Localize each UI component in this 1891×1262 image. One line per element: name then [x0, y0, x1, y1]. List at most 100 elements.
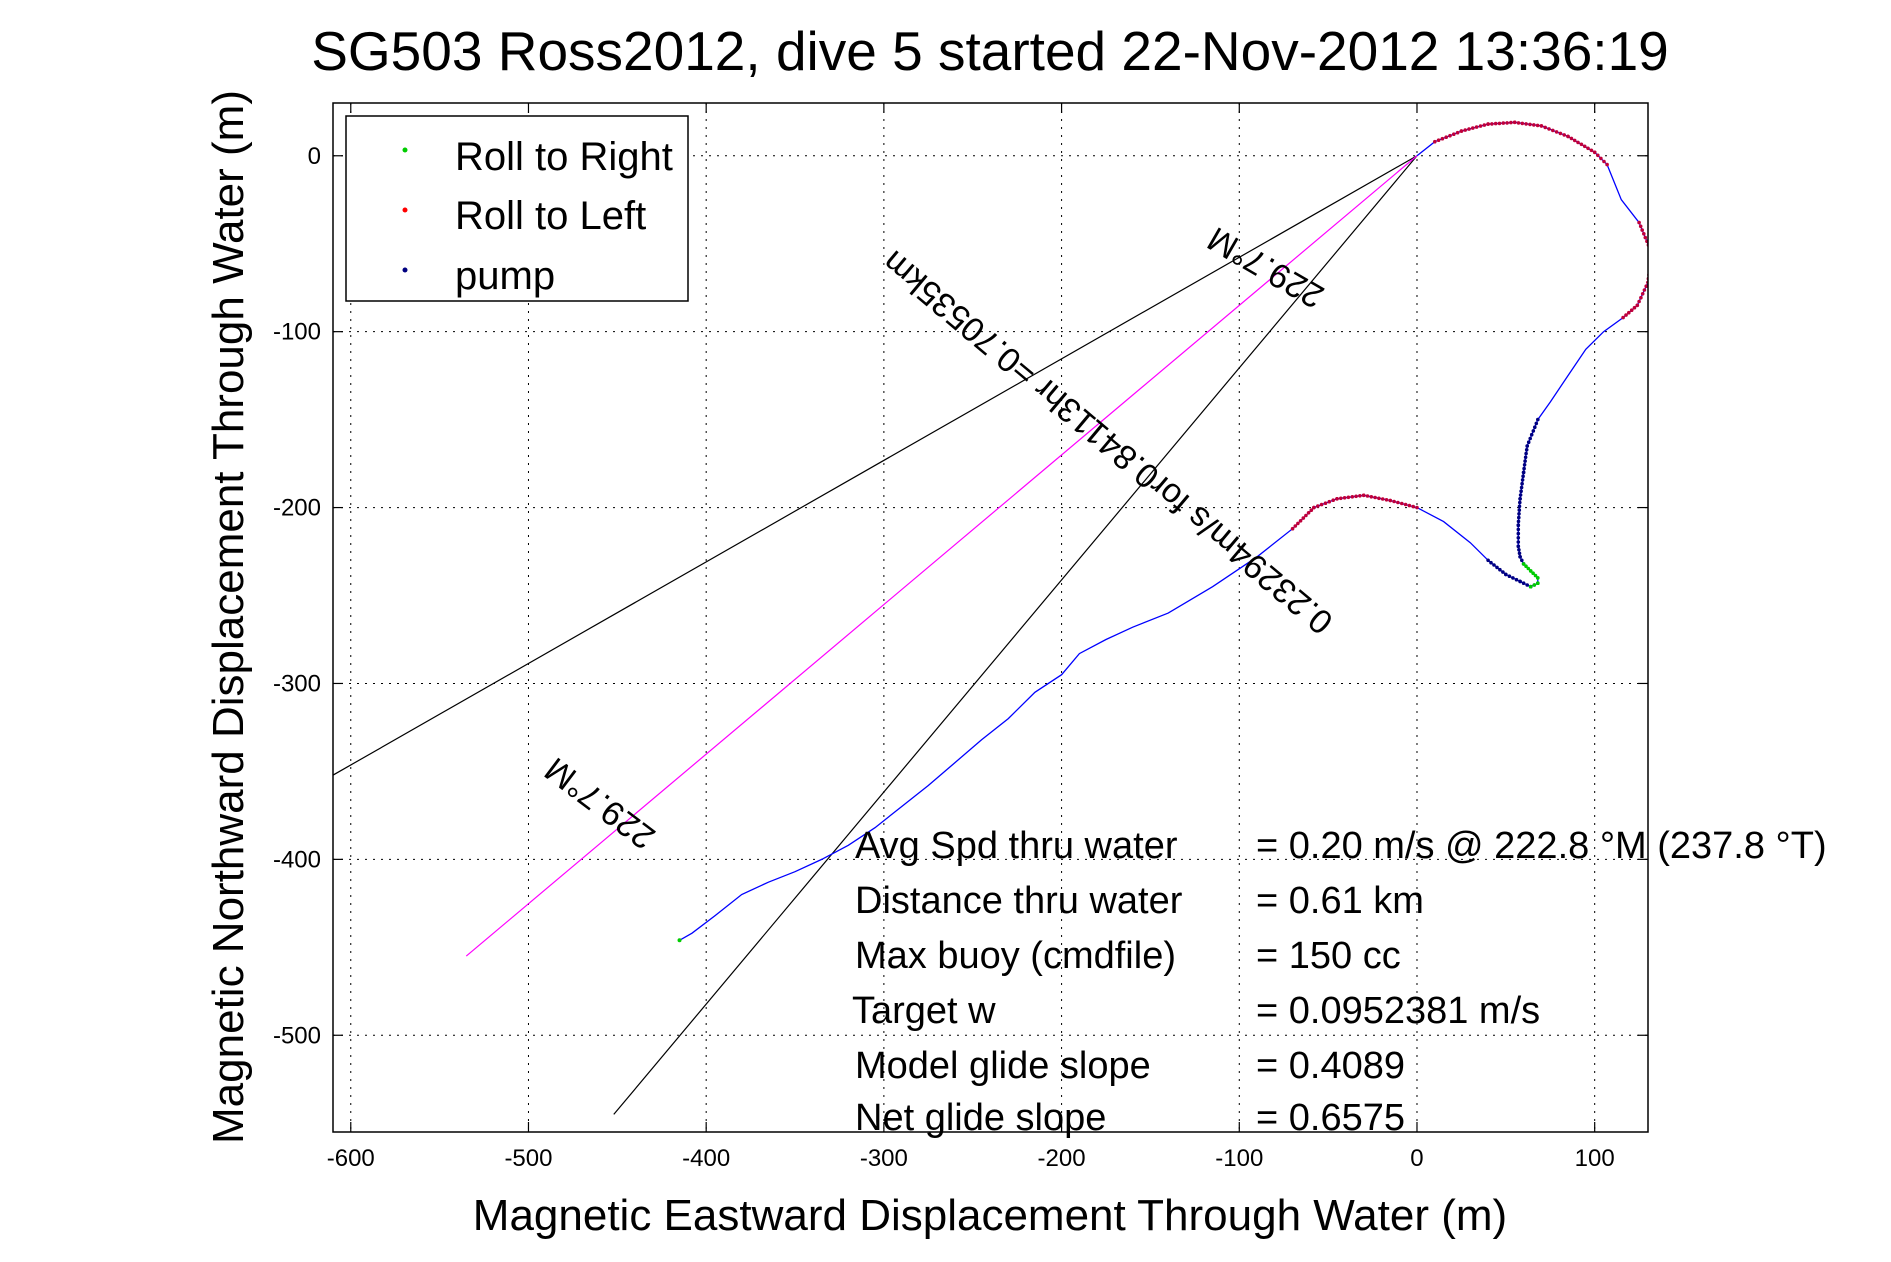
pump-marker	[1517, 548, 1521, 552]
roll-left-marker	[1361, 493, 1366, 498]
roll-left-marker	[1497, 121, 1502, 126]
roll-left-marker	[1396, 500, 1400, 505]
roll-left-marker	[1640, 228, 1644, 232]
roll-left-marker	[1471, 126, 1475, 130]
roll-left-marker	[1400, 501, 1404, 506]
pump-marker	[1516, 527, 1521, 532]
annotation-speed-label: 0.23294m/s for0.84113hr =0.70535km	[875, 243, 1340, 642]
y-tick-label: -500	[273, 1022, 321, 1049]
roll-left-marker	[1554, 130, 1559, 134]
track-series	[679, 121, 1648, 941]
pump-marker	[1533, 425, 1537, 430]
roll-left-marker	[1309, 508, 1314, 512]
track-end-marker	[677, 938, 682, 943]
pump-marker	[1507, 574, 1512, 578]
pump-marker	[1520, 558, 1524, 563]
roll-left-marker	[1411, 504, 1415, 509]
stat-label-avg-speed: Avg Spd thru water	[855, 825, 1178, 867]
pump-marker	[1524, 451, 1528, 456]
roll-left-marker	[1539, 124, 1544, 128]
pump-marker	[1531, 429, 1536, 433]
stat-label-distance: Distance thru water	[855, 880, 1183, 922]
roll-left-marker	[1339, 496, 1343, 501]
chart-title: SG503 Ross2012, dive 5 started 22-Nov-20…	[311, 20, 1669, 82]
stat-label-target-w: Target w	[852, 990, 996, 1032]
roll-right-marker	[1536, 581, 1540, 585]
roll-left-marker	[1569, 136, 1574, 141]
pump-marker	[1526, 440, 1531, 445]
roll-left-marker	[1369, 495, 1374, 499]
pump-marker	[1528, 436, 1532, 441]
roll-left-marker	[1467, 127, 1471, 131]
roll-left-marker	[1501, 121, 1506, 125]
roll-right-marker	[1528, 569, 1533, 573]
roll-left-marker	[1543, 125, 1547, 130]
roll-left-marker	[1293, 524, 1298, 528]
pump-marker	[1486, 558, 1490, 563]
roll-left-marker	[1306, 511, 1311, 515]
dive-statistics: Avg Spd thru water = 0.20 m/s @ 222.8 °M…	[852, 825, 1827, 1139]
track-line	[679, 121, 1648, 941]
heading-line-0	[333, 155, 1418, 776]
y-axis-ticks: 0 -100 -200 -300 -400 -500	[273, 143, 1648, 1049]
roll-left-marker	[1327, 499, 1332, 504]
roll-left-marker	[1474, 125, 1479, 129]
roll-left-marker	[1637, 220, 1641, 225]
roll-left-marker	[1562, 133, 1566, 137]
legend-label-pump: pump	[455, 254, 555, 298]
roll-left-marker	[1650, 251, 1654, 255]
roll-left-marker	[1572, 138, 1577, 143]
roll-left-marker	[1373, 495, 1377, 500]
pump-marker	[1525, 583, 1529, 587]
x-tick-label: 0	[1410, 1145, 1423, 1172]
roll-left-marker	[1296, 521, 1300, 526]
roll-left-marker	[1535, 123, 1540, 128]
pump-marker	[1536, 417, 1540, 422]
roll-left-marker	[1566, 134, 1570, 139]
roll-left-marker	[1478, 124, 1483, 128]
roll-left-marker	[1639, 295, 1643, 300]
roll-left-marker	[1331, 498, 1335, 503]
pump-marker	[1525, 444, 1529, 448]
legend-marker-roll-left	[402, 207, 408, 213]
roll-left-marker	[1586, 146, 1590, 151]
roll-left-marker	[1388, 498, 1393, 503]
pump-marker	[1518, 497, 1522, 501]
roll-left-marker	[1440, 136, 1445, 141]
annotation-heading-lower: 229.7°M	[538, 750, 662, 857]
plot-area	[333, 120, 1654, 1115]
roll-left-marker	[1644, 284, 1648, 289]
grid-lines	[333, 103, 1648, 1132]
roll-right-marker	[1521, 562, 1526, 566]
pump-marker	[1517, 508, 1522, 512]
roll-left-marker	[1596, 153, 1600, 158]
roll-left-marker	[1301, 516, 1306, 520]
legend-label-roll-right: Roll to Right	[455, 135, 673, 179]
roll-left-marker	[1599, 156, 1603, 161]
legend-label-roll-left: Roll to Left	[455, 194, 646, 238]
pump-marker	[1522, 463, 1527, 467]
pump-marker	[1517, 512, 1521, 516]
roll-left-marker	[1512, 120, 1517, 125]
pump-marker	[1517, 515, 1521, 520]
pump-marker	[1516, 531, 1521, 536]
roll-left-marker	[1649, 254, 1653, 258]
pump-marker	[1504, 572, 1508, 577]
roll-left-marker	[1650, 251, 1654, 255]
roll-left-marker	[1290, 526, 1295, 531]
roll-left-marker	[1459, 129, 1464, 133]
pump-marker	[1524, 448, 1529, 452]
stat-value-max-buoy: = 150 cc	[1256, 935, 1401, 977]
roll-left-marker	[1350, 495, 1355, 499]
y-tick-label: -200	[273, 495, 321, 522]
roll-left-marker	[1448, 133, 1452, 138]
roll-left-marker	[1407, 503, 1412, 508]
legend-marker-roll-right	[402, 147, 408, 153]
roll-left-marker	[1298, 519, 1303, 523]
x-tick-label: -200	[1038, 1145, 1086, 1172]
roll-left-marker	[1509, 120, 1513, 125]
y-axis-label: Magnetic Northward Displacement Through …	[204, 90, 253, 1144]
roll-left-marker	[1605, 162, 1609, 167]
pump-marker	[1516, 523, 1521, 527]
